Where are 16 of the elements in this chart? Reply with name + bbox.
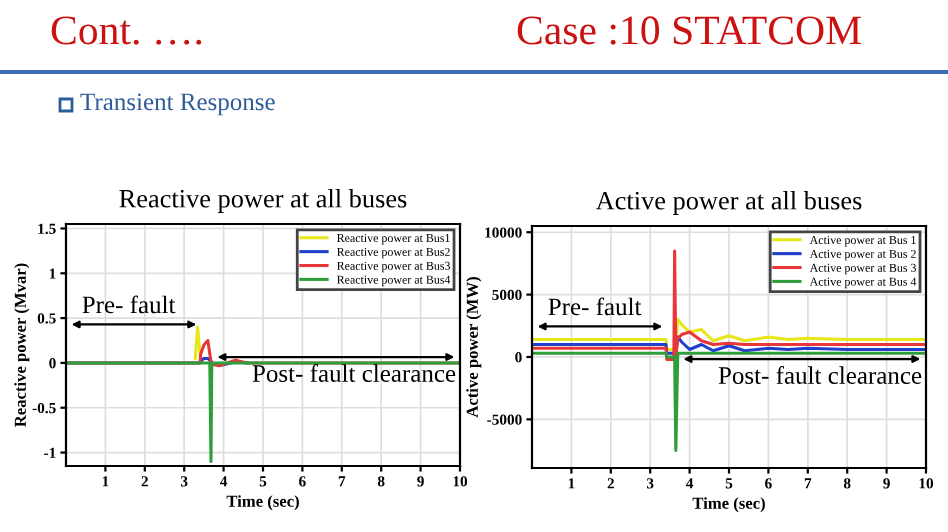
y-axis-title: Active power (MW) [466,277,482,418]
chart-title: Active power at all buses [595,191,862,215]
annotation: Pre- fault [548,297,642,316]
line-series [532,249,926,361]
annotation: Post- fault clearance [718,366,922,384]
y-axis-title: Reactive power (Mvar) [14,263,30,427]
text: Transient Response [80,93,275,116]
text: Case :10 STATCOM [517,16,861,45]
line-series [532,335,926,355]
annotation: Post- fault clearance [252,364,456,382]
annotation: Pre- fault [82,295,176,314]
line-series [532,318,926,352]
text: Cont. …. [51,16,202,45]
chart-title: Reactive power at all buses [119,189,407,213]
x-axis-title: Time (sec) [692,497,765,513]
x-axis-title: Time (sec) [226,495,299,511]
